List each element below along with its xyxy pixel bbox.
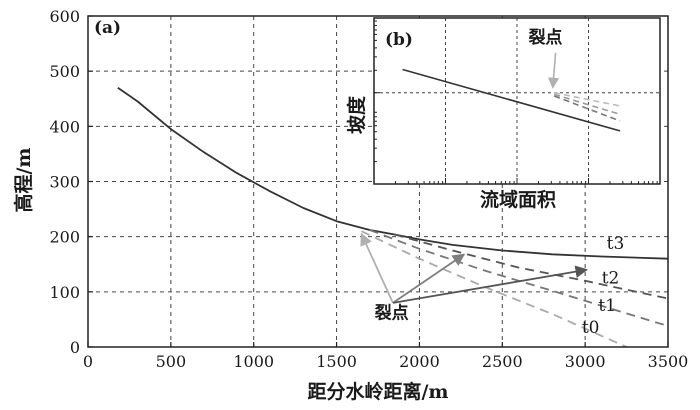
series-label-t2: t2 [602, 269, 620, 289]
knickpoint-arrow-2 [392, 265, 589, 304]
x-tick-label: 2000 [399, 352, 440, 371]
x-tick-label: 3500 [648, 352, 689, 371]
inset-knickpoint-arrow [547, 52, 560, 89]
x-tick-label: 2500 [482, 352, 523, 371]
chart-a-frame [87, 15, 669, 348]
inset-series-t2-seg [553, 95, 621, 122]
inset-series-t0-seg [554, 91, 621, 107]
chart-b-series [402, 52, 621, 132]
series-label-t0: t0 [582, 318, 600, 338]
chart-b-grid [374, 18, 660, 184]
x-tick-label: 1000 [233, 352, 274, 371]
knickpoint-arrow-0 [360, 232, 394, 304]
x-tick-label: 1500 [316, 352, 357, 371]
knickpoint-arrow-1 [392, 253, 466, 304]
y-tick-label: 300 [49, 173, 80, 192]
inset-series-t1-seg [553, 93, 621, 116]
inset-series-main [402, 68, 621, 132]
chart-b: (b) 裂点 流域面积 坡度 [345, 17, 661, 211]
chart-a-arrows [360, 232, 589, 304]
series-label-t3: t3 [607, 234, 625, 254]
chart-b-panel-label: (b) [385, 30, 413, 50]
knickpoint-label-b: 裂点 [527, 27, 562, 48]
y-tick-label: 600 [49, 7, 80, 26]
y-tick-label: 200 [49, 228, 80, 247]
y-tick-label: 100 [49, 283, 80, 302]
series-line-t3 [117, 86, 669, 260]
series-line-t2 [394, 233, 669, 300]
y-tick-label: 0 [70, 338, 80, 357]
y-tick-label: 500 [49, 62, 80, 81]
knickpoint-label-a: 裂点 [374, 302, 409, 323]
x-tick-label: 500 [156, 352, 187, 371]
y-axis-title: 高程/m [12, 147, 35, 212]
chart-a-panel-label: (a) [94, 18, 121, 38]
inset-y-axis-title: 坡度 [345, 95, 368, 134]
series-line-t1 [369, 229, 669, 327]
x-tick-label: 3000 [565, 352, 606, 371]
chart-b-frame [373, 17, 661, 185]
y-tick-label: 400 [49, 117, 80, 136]
series-label-t1: t1 [598, 296, 616, 316]
chart-a-ticks: 0 500 1000 1500 2000 2500 3000 3500 0 100 200 300 40… [49, 7, 688, 371]
inset-x-axis-title: 流域面积 [480, 188, 556, 211]
x-tick-label: 0 [83, 352, 93, 371]
chart-a: 0 500 1000 1500 2000 2500 3000 3500 0 100 200 300 40… [12, 7, 688, 403]
x-axis-title: 距分水岭距离/m [307, 380, 448, 403]
